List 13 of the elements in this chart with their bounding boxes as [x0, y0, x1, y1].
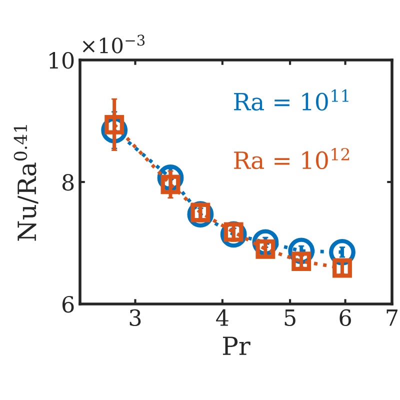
- x-axis-title: Pr: [222, 336, 250, 355]
- series-label: Ra = 10$^{12}$: [234, 148, 350, 170]
- y-axis-title: Nu/Ra$^{0.41}$: [14, 125, 38, 241]
- x-tick-label: 3: [130, 309, 141, 326]
- y-tick-label: 10: [50, 52, 74, 69]
- y-tick-label: 6: [62, 296, 74, 313]
- text: Ra = 10$^{11}$: [234, 89, 348, 111]
- x-tick-label: 4: [216, 309, 228, 326]
- text: ×10$^{−3}$: [82, 34, 145, 54]
- x-tick-label: 7: [386, 310, 398, 326]
- x-tick-label: 6: [340, 309, 351, 326]
- x-tick-label: 5: [284, 310, 296, 326]
- y-tick-label: 8: [62, 174, 74, 191]
